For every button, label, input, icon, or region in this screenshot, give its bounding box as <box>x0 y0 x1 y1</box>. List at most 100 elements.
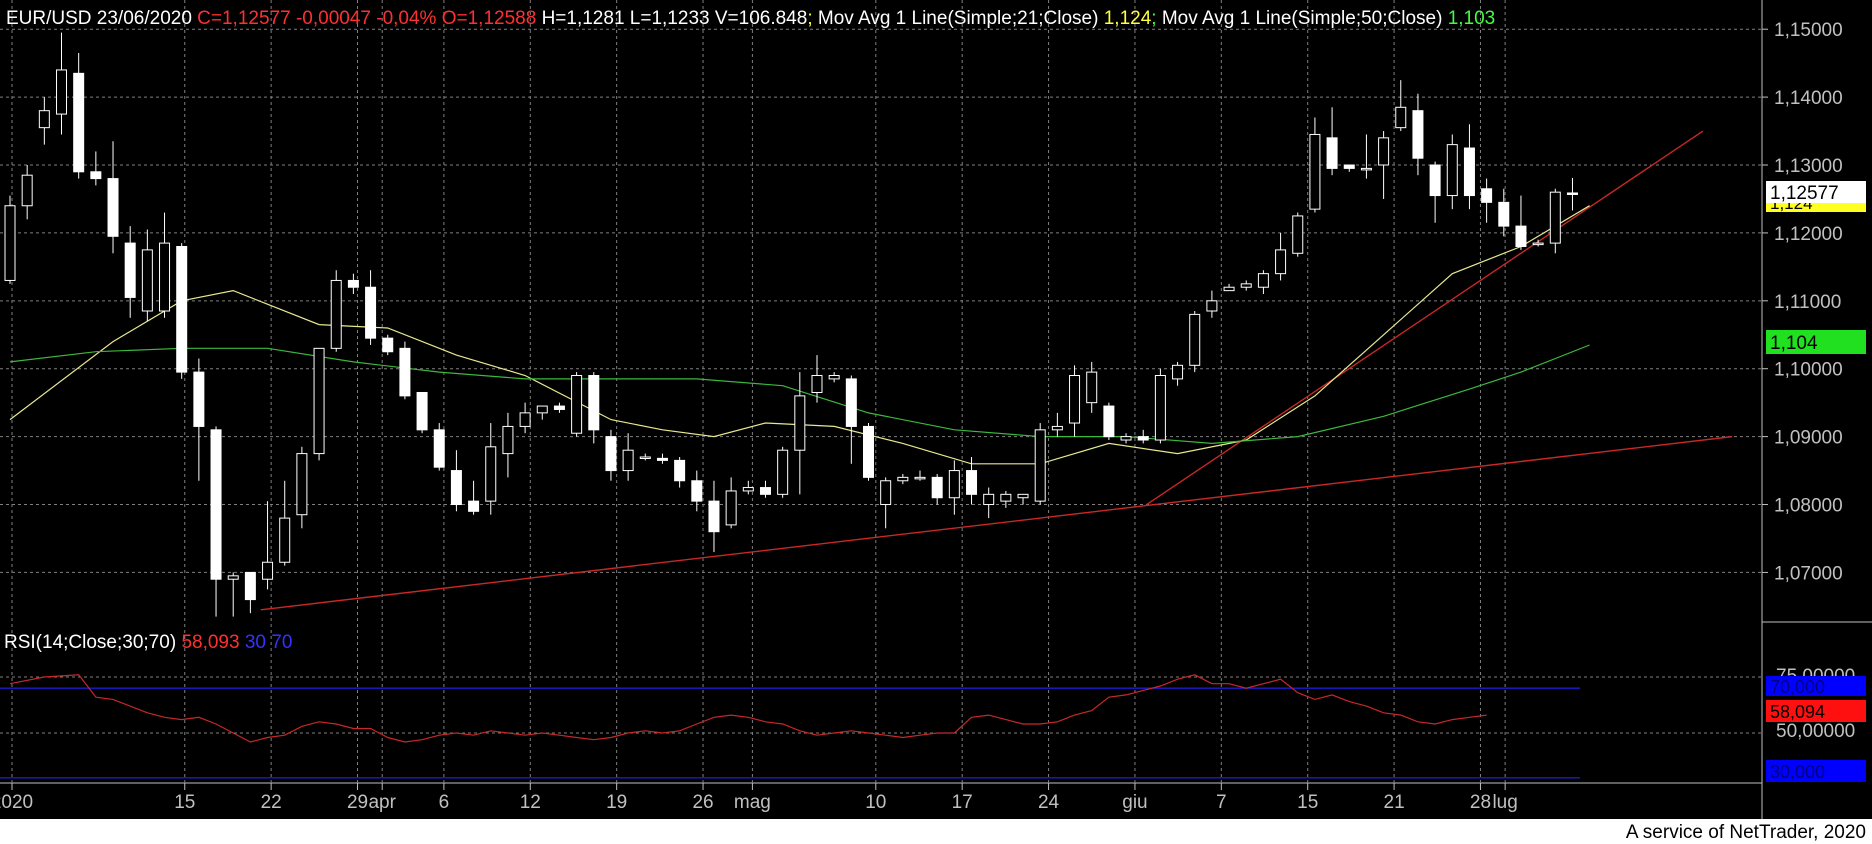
candle <box>502 412 514 478</box>
header-low: L=1,1233 <box>630 8 710 29</box>
candle <box>1000 490 1012 508</box>
candle-body-up <box>4 205 16 281</box>
candle-body-up <box>262 561 274 580</box>
candle-body-up <box>1223 286 1235 292</box>
header-separator: ; <box>807 8 812 29</box>
rsi-panel[interactable] <box>0 674 1580 779</box>
candle <box>759 480 771 498</box>
candle-body-down <box>1137 436 1149 441</box>
candle <box>90 151 102 186</box>
trendline <box>260 435 1733 611</box>
candle <box>399 341 411 400</box>
candle <box>1515 195 1527 250</box>
candle-body-down <box>759 487 771 495</box>
x-tick-label: 10 <box>865 792 886 813</box>
candle-body-up <box>777 449 789 495</box>
candle <box>56 32 68 135</box>
candle-body-up <box>227 575 239 580</box>
candle-body-down <box>605 436 617 472</box>
x-tick-label: 2020 <box>0 792 33 813</box>
candle <box>794 372 806 495</box>
x-tick-label: 21 <box>1384 792 1405 813</box>
x-tick-label: lug <box>1492 792 1517 813</box>
candle-body-up <box>1257 273 1269 288</box>
candle-body-down <box>1429 164 1441 197</box>
candles[interactable] <box>4 32 1578 617</box>
rsi-header-value: 58,093 <box>181 632 239 653</box>
candle <box>983 487 995 519</box>
last-price-badge: 1,12577 <box>1770 183 1839 204</box>
candle <box>73 52 85 179</box>
candle <box>691 470 703 512</box>
candle-body-down <box>416 391 428 431</box>
header-change: -0,00047 <box>296 8 371 29</box>
candle <box>1034 423 1046 505</box>
rsi-header-low: 30 <box>245 632 266 653</box>
candle-body-up <box>828 375 840 380</box>
y-tick-label: 1,13000 <box>1774 156 1843 177</box>
x-tick-label: 17 <box>952 792 973 813</box>
x-tick-label: apr <box>368 792 396 813</box>
header-volume: V=106.848 <box>715 8 807 29</box>
candle <box>1206 290 1218 318</box>
candle <box>4 195 16 284</box>
candle-body-up <box>983 493 995 506</box>
trendlines[interactable] <box>260 130 1733 611</box>
candle-body-up <box>1189 313 1201 366</box>
candle-body-down <box>708 500 720 533</box>
footer-credit: A service of NetTrader, 2020 <box>1625 822 1866 843</box>
chart-header: EUR/USD 23/06/2020 C=1,12577 -0,00047 -0… <box>6 8 1495 29</box>
candle-body-up <box>1360 167 1372 171</box>
candle <box>1292 212 1304 257</box>
candle <box>1566 177 1578 211</box>
candle <box>365 270 377 345</box>
candle <box>1343 164 1355 172</box>
candle <box>1103 402 1115 441</box>
candle-body-down <box>210 429 222 580</box>
candle-body-up <box>1395 106 1407 129</box>
candle <box>176 243 188 379</box>
candle-body-up <box>571 375 583 434</box>
candle <box>811 355 823 403</box>
candle-body-down <box>553 405 565 410</box>
candle <box>571 372 583 437</box>
candle-body-up <box>485 446 497 502</box>
candle-body-up <box>296 453 308 516</box>
candle-body-up <box>811 375 823 393</box>
candle-body-up <box>279 517 291 563</box>
candle-body-down <box>1463 147 1475 197</box>
candle <box>948 460 960 515</box>
candle <box>38 97 50 145</box>
candle-body-down <box>382 337 394 353</box>
header-ma50-label: Mov Avg 1 Line(Simple;50;Close) <box>1162 8 1443 29</box>
x-tick-label: 15 <box>174 792 195 813</box>
candle <box>159 212 171 318</box>
candle <box>1137 429 1149 444</box>
rsi-value-badge: 58,094 <box>1770 702 1825 722</box>
candle <box>1326 107 1338 176</box>
candle-body-up <box>1275 249 1287 275</box>
candle <box>107 141 119 254</box>
candle-body-up <box>519 412 531 427</box>
candle-body-up <box>1206 300 1218 312</box>
candle <box>639 453 651 461</box>
rsi-axis-label-50: 50,00000 <box>1776 721 1855 742</box>
candle-body-up <box>880 480 892 506</box>
candle-body-up <box>1446 144 1458 197</box>
candle-body-up <box>21 174 33 207</box>
candle-body-down <box>1566 192 1578 195</box>
candle-body-down <box>863 425 874 478</box>
candle <box>262 501 274 590</box>
candle-body-up <box>1154 375 1166 441</box>
rsi-level70-badge-bg <box>1766 676 1866 696</box>
footer-bar: A service of NetTrader, 2020 <box>0 819 1872 844</box>
candle-body-down <box>176 245 188 373</box>
candle-body-up <box>1172 364 1184 380</box>
header-date: 23/06/2020 <box>97 8 192 29</box>
y-tick-label: 1,14000 <box>1774 88 1843 109</box>
y-tick-label: 1,09000 <box>1774 428 1843 449</box>
candle <box>1549 188 1561 254</box>
candle-body-up <box>1309 133 1321 210</box>
x-tick-label: 28 <box>1470 792 1491 813</box>
